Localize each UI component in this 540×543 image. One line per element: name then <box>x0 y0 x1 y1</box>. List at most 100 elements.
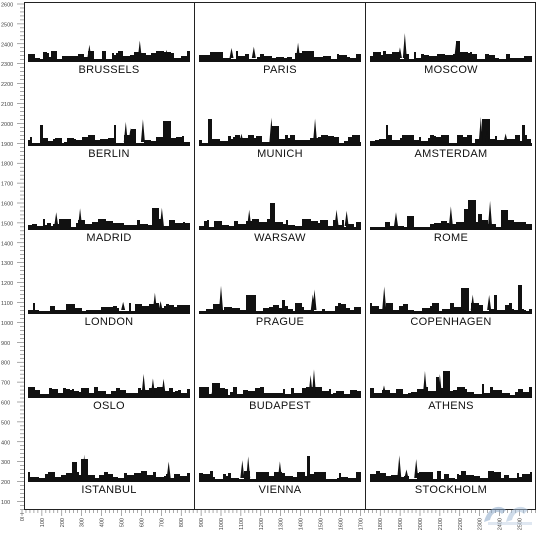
skyline-stockholm <box>370 455 532 482</box>
city-cell-vienna: VIENNA <box>195 422 365 506</box>
city-cell-rome: ROME <box>366 170 536 254</box>
ruler-x-label: 1500 <box>319 518 325 530</box>
city-cell-athens: ATHENS <box>366 338 536 422</box>
skyline-munich <box>199 117 361 146</box>
ruler-y-label: 200 <box>1 480 10 486</box>
city-cell-istanbul: ISTANBUL <box>24 422 194 506</box>
ruler-x-label: 2000 <box>418 518 424 530</box>
ruler-x-label: 1200 <box>259 518 265 530</box>
ruler-x-label: 800 <box>179 518 185 527</box>
horizontal-ruler: 0 100 200 300 400 500 600 700 800 900 1000 1100 1200… <box>18 510 540 538</box>
city-cell-prague: PRAGUE <box>195 254 365 338</box>
city-cell-london: LONDON <box>24 254 194 338</box>
city-cell-copenhagen: COPENHAGEN <box>366 254 536 338</box>
ruler-y-label: 600 <box>1 401 10 407</box>
ruler-x-label: 1300 <box>279 518 285 530</box>
city-cell-amsterdam: AMSTERDAM <box>366 86 536 170</box>
ruler-y-label: 900 <box>1 341 10 347</box>
ruler-y-label: 500 <box>1 420 10 426</box>
city-cell-paris: PARIS <box>195 2 365 86</box>
ruler-y-label: 2600 <box>1 3 13 9</box>
logo-watermark-icon <box>484 506 532 525</box>
city-cell-oslo: OSLO <box>24 338 194 422</box>
ruler-y-label: 700 <box>1 381 10 387</box>
city-label-brussels: BRUSSELS <box>78 64 140 76</box>
city-label-berlin: BERLIN <box>88 148 130 160</box>
skyline-budapest <box>199 369 361 398</box>
city-label-paris: PARIS <box>263 64 297 76</box>
ruler-y-label: 1900 <box>1 142 13 148</box>
ruler-y-label: 300 <box>1 460 10 466</box>
skyline-istanbul <box>28 454 190 482</box>
skyline-oslo <box>28 374 190 398</box>
city-label-munich: MUNICH <box>257 148 303 160</box>
ruler-y-label: 2100 <box>1 102 13 108</box>
ruler-x-label: 600 <box>139 518 145 527</box>
vertical-ruler-ticks: 2600250024002300220021002000190018001700… <box>1 3 24 518</box>
city-label-rome: ROME <box>433 232 469 244</box>
ruler-y-label: 1600 <box>1 202 13 208</box>
skyline-prague <box>199 285 361 314</box>
ruler-y-label: 1000 <box>1 321 13 327</box>
ruler-x-label: 1600 <box>338 518 344 530</box>
ruler-y-label: 2000 <box>1 122 13 128</box>
city-label-london: LONDON <box>84 316 134 328</box>
ruler-x-label: 1800 <box>378 518 384 530</box>
city-cell-budapest: BUDAPEST <box>195 338 365 422</box>
city-label-oslo: OSLO <box>93 400 125 412</box>
ruler-y-label: 1100 <box>1 301 13 307</box>
ruler-x-label: 2100 <box>438 518 444 530</box>
skyline-berlin <box>28 119 190 146</box>
ruler-y-label: 2300 <box>1 62 13 68</box>
city-label-istanbul: ISTANBUL <box>81 484 137 496</box>
city-cell-stockholm: STOCKHOLM <box>366 422 536 506</box>
skyline-moscow <box>370 33 532 62</box>
ruler-x-label: 0 <box>20 518 26 521</box>
skyline-copenhagen <box>370 285 532 314</box>
ruler-y-label: 800 <box>1 361 10 367</box>
skyline-london <box>28 292 190 314</box>
city-label-prague: PRAGUE <box>255 316 305 328</box>
ruler-y-label: 100 <box>1 500 10 506</box>
skyline-vienna <box>199 456 361 482</box>
skyline-amsterdam <box>370 116 532 146</box>
city-label-moscow: MOSCOW <box>424 64 478 76</box>
ruler-x-label: 100 <box>40 518 46 527</box>
ruler-x-label: 1100 <box>239 518 245 530</box>
city-label-stockholm: STOCKHOLM <box>414 484 488 496</box>
skyline-madrid <box>28 207 190 230</box>
ruler-x-label: 400 <box>100 518 106 527</box>
city-label-amsterdam: AMSTERDAM <box>414 148 488 160</box>
ruler-x-label: 1000 <box>219 518 225 530</box>
ruler-x-label: 200 <box>60 518 66 527</box>
skyline-rome <box>370 200 532 230</box>
skyline-brussels <box>28 40 190 62</box>
ruler-y-label: 1300 <box>1 261 13 267</box>
ruler-x-label: 1700 <box>358 518 364 530</box>
city-cell-brussels: BRUSSELS <box>24 2 194 86</box>
city-cell-moscow: MOSCOW <box>366 2 536 86</box>
city-cell-munich: MUNICH <box>195 86 365 170</box>
city-label-athens: ATHENS <box>428 400 474 412</box>
ruler-y-label: 1500 <box>1 221 13 227</box>
vertical-ruler: 2600 2500 2400 2300 2200 2100 2000 1900 1800 1700… <box>0 0 24 520</box>
ruler-y-label: 1200 <box>1 281 13 287</box>
horizontal-ruler-ticks: 0 100 200 300 400 500 600 700 800 900 1000 1100 1200… <box>20 510 536 530</box>
city-label-vienna: VIENNA <box>258 484 302 496</box>
skyline-grid <box>24 2 536 510</box>
skyline-athens <box>370 370 532 398</box>
ruler-x-label: 900 <box>199 518 205 527</box>
skyline-warsaw <box>199 203 361 230</box>
ruler-x-label: 2300 <box>478 518 484 530</box>
ruler-x-label: 700 <box>159 518 165 527</box>
ruler-y-label: 1700 <box>1 182 13 188</box>
city-cell-warsaw: WARSAW <box>195 170 365 254</box>
city-label-madrid: MADRID <box>86 232 132 244</box>
column-divider <box>365 2 366 510</box>
skyline-paris <box>199 42 361 62</box>
ruler-y-label: 2200 <box>1 82 13 88</box>
ruler-x-label: 2200 <box>458 518 464 530</box>
city-label-budapest: BUDAPEST <box>249 400 311 412</box>
city-cell-madrid: MADRID <box>24 170 194 254</box>
ruler-y-label: 2500 <box>1 22 13 28</box>
